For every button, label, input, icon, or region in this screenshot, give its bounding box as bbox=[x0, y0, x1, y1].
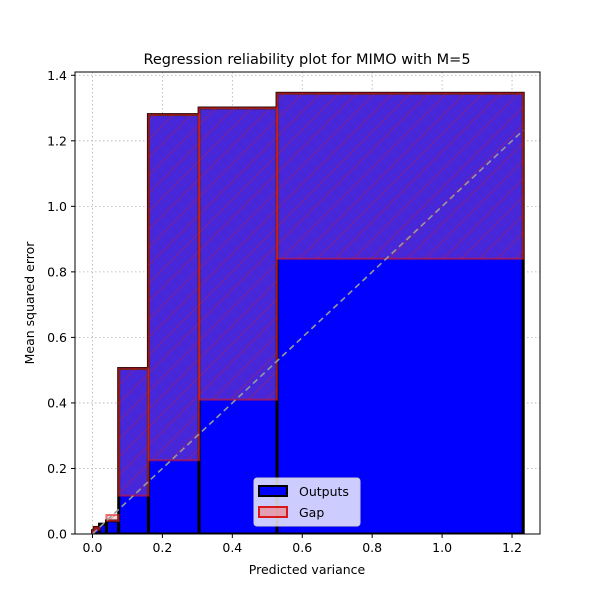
x-axis-ticks: 0.0 0.2 0.4 0.6 0.8 1.0 1.2 bbox=[83, 534, 522, 555]
x-tick-label: 0.8 bbox=[362, 540, 382, 555]
y-tick-label: 0.6 bbox=[47, 330, 67, 345]
x-axis-label: Predicted variance bbox=[249, 562, 366, 577]
x-tick-label: 1.0 bbox=[432, 540, 452, 555]
x-tick-label: 1.2 bbox=[502, 540, 522, 555]
legend: Outputs Gap bbox=[253, 477, 361, 527]
outputs-bar bbox=[104, 519, 121, 534]
gap-bar-hatch bbox=[199, 108, 278, 400]
gap-bar-hatch bbox=[94, 527, 100, 530]
gap-bar-hatch bbox=[277, 93, 524, 259]
y-tick-label: 1.0 bbox=[47, 199, 67, 214]
legend-gap-swatch bbox=[258, 506, 288, 518]
y-tick-label: 1.2 bbox=[47, 133, 67, 148]
y-tick-label: 0.8 bbox=[47, 264, 67, 279]
y-axis-ticks: 0.0 0.2 0.4 0.6 0.8 1.0 1.2 1.4 bbox=[47, 68, 75, 542]
plot-frame bbox=[74, 71, 541, 535]
y-tick-label: 0.2 bbox=[47, 461, 67, 476]
gap-bar-hatch bbox=[92, 530, 95, 534]
gap-bar-hatch bbox=[118, 368, 149, 496]
gap-bars bbox=[91, 92, 525, 534]
gap-bar-hatch bbox=[148, 114, 200, 461]
y-tick-label: 0.0 bbox=[47, 527, 67, 542]
y-axis-label: Mean squared error bbox=[22, 241, 37, 365]
legend-outputs-swatch bbox=[258, 485, 288, 497]
gap-bar-hatch bbox=[106, 514, 119, 521]
x-tick-label: 0.6 bbox=[292, 540, 312, 555]
y-tick-label: 1.4 bbox=[47, 68, 67, 83]
legend-gap-label: Gap bbox=[299, 505, 324, 520]
x-tick-label: 0.4 bbox=[222, 540, 242, 555]
reference-diagonal bbox=[91, 129, 524, 535]
x-tick-label: 0.0 bbox=[83, 540, 103, 555]
y-tick-label: 0.4 bbox=[47, 395, 67, 410]
legend-outputs-label: Outputs bbox=[299, 484, 349, 499]
x-tick-label: 0.2 bbox=[152, 540, 172, 555]
chart-title: Regression reliability plot for MIMO wit… bbox=[143, 52, 470, 68]
